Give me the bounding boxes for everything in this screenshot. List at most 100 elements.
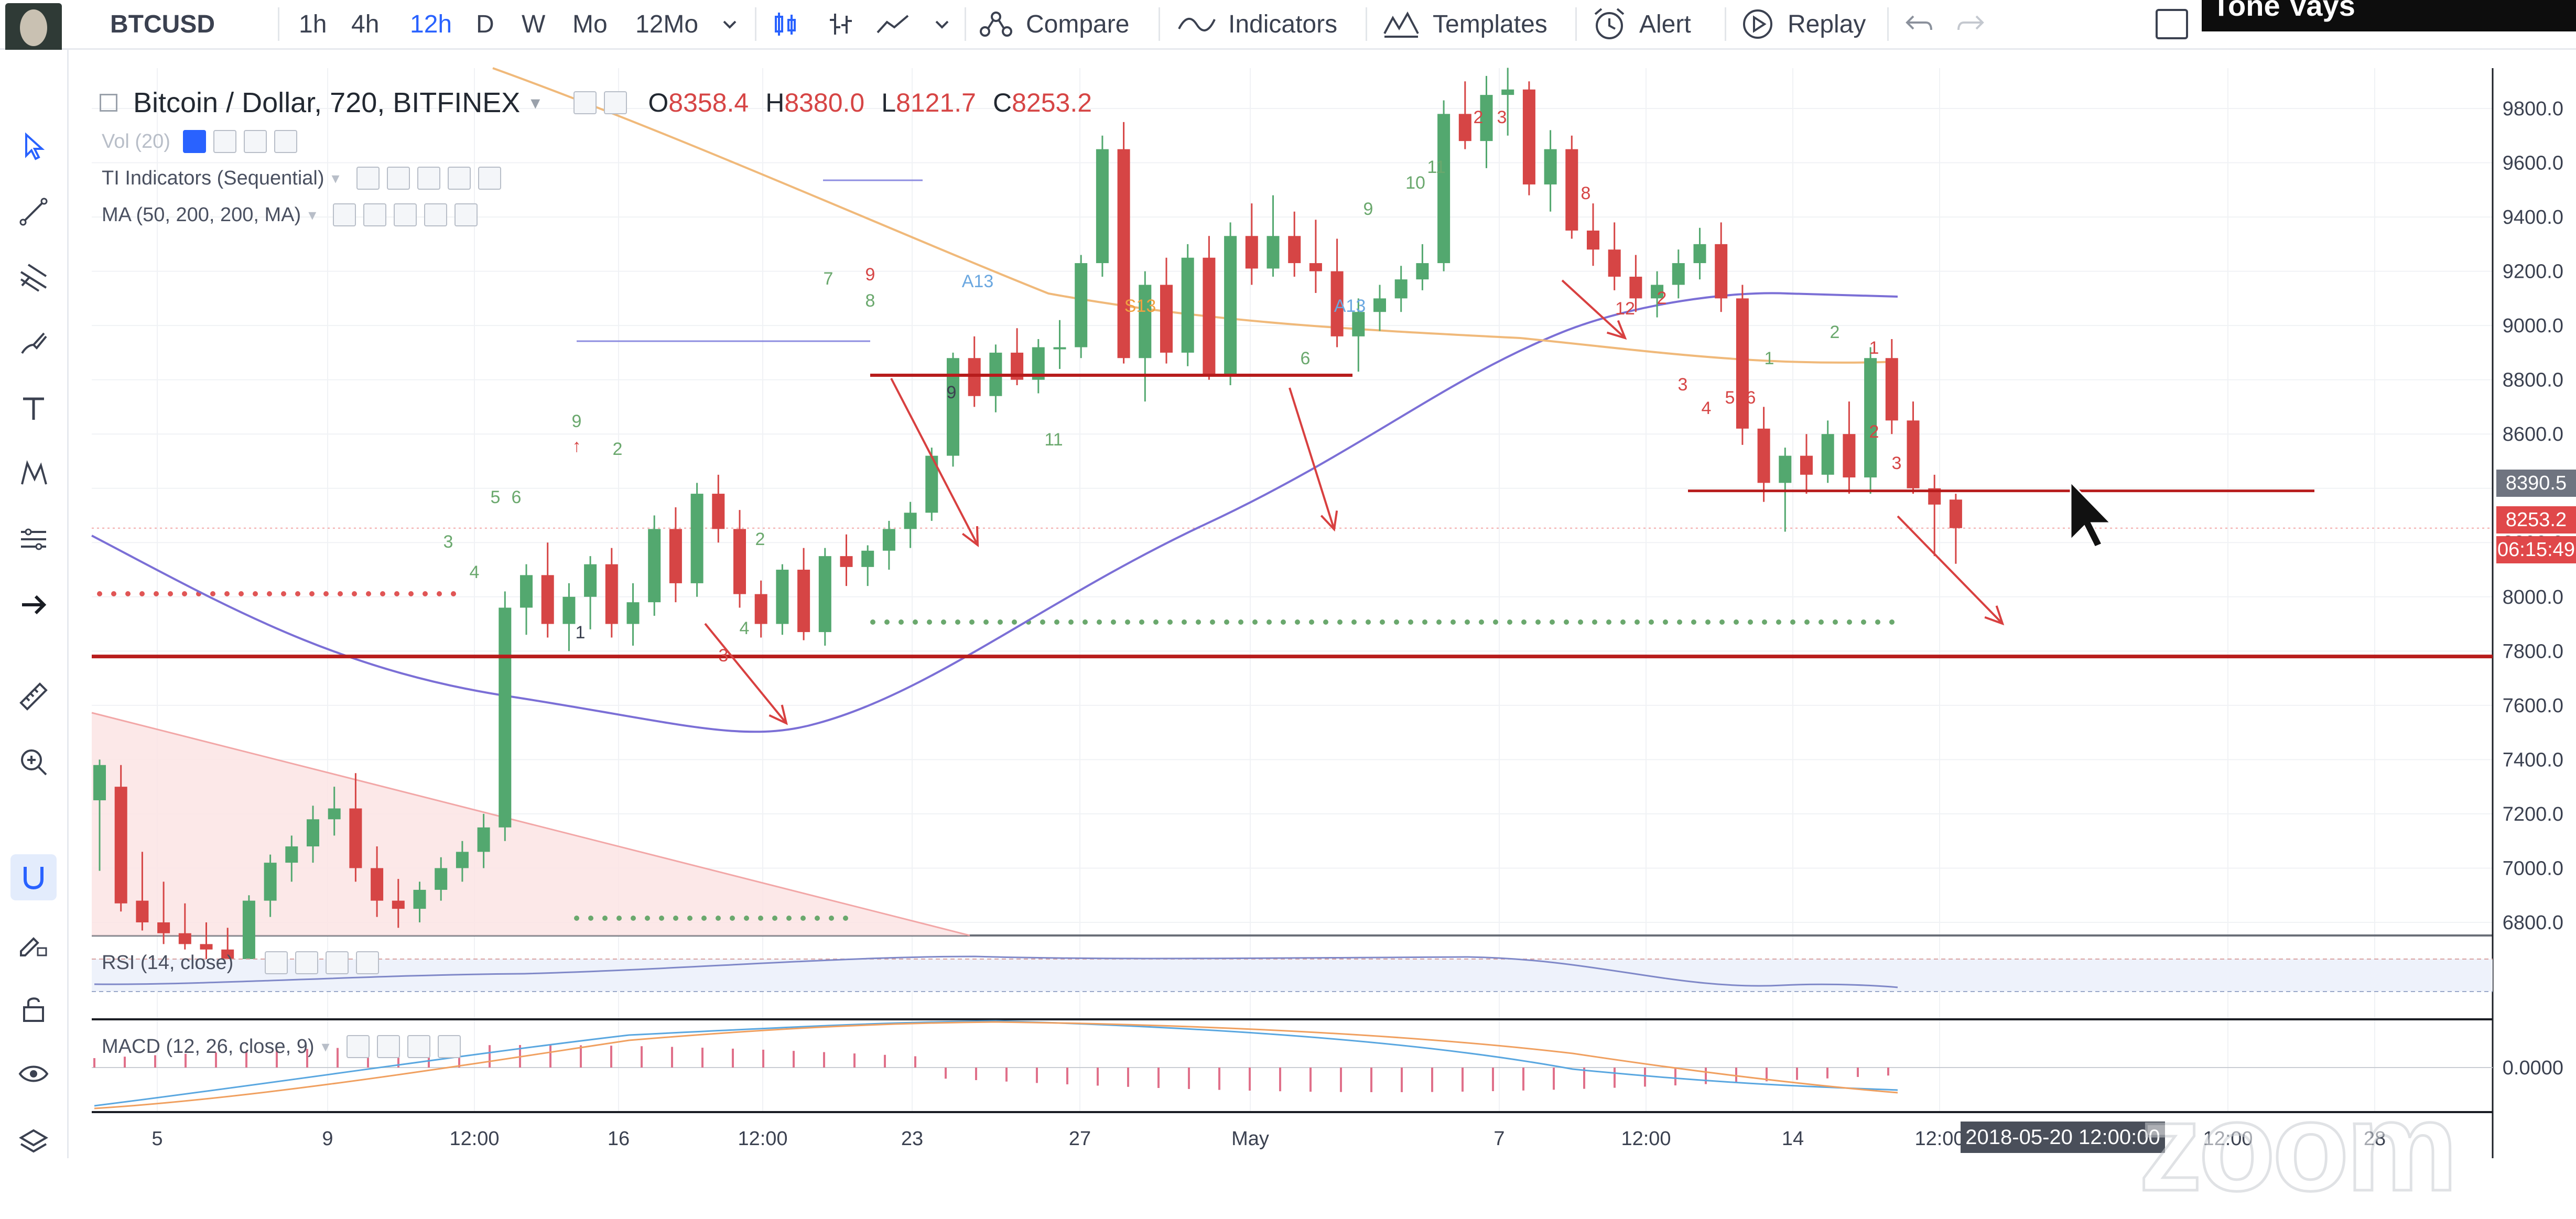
- text-tool[interactable]: [10, 385, 57, 431]
- tdst-dot: [1422, 619, 1427, 625]
- interval-mo[interactable]: Mo: [572, 10, 608, 38]
- interval-w[interactable]: W: [522, 10, 546, 38]
- low-label: L: [881, 88, 896, 117]
- pitchfork-tool[interactable]: [10, 254, 57, 300]
- close-icon[interactable]: [437, 1035, 461, 1058]
- source-icon[interactable]: [417, 167, 440, 190]
- interval-d[interactable]: D: [476, 10, 494, 38]
- settings-icon[interactable]: [376, 1035, 400, 1058]
- compare-button[interactable]: Compare: [978, 0, 1129, 48]
- symbol-search[interactable]: BTCUSD: [110, 0, 215, 48]
- hide-drawings-tool[interactable]: [10, 1051, 57, 1097]
- add-icon[interactable]: [243, 130, 267, 153]
- candle: [1544, 130, 1557, 212]
- settings-icon[interactable]: [213, 130, 236, 153]
- prediction-tool[interactable]: [10, 516, 57, 562]
- interval-1h[interactable]: 1h: [299, 10, 327, 38]
- trend-line-tool[interactable]: [10, 189, 57, 235]
- line-style-button[interactable]: [875, 0, 912, 48]
- add-icon[interactable]: [424, 203, 448, 226]
- close-icon[interactable]: [356, 951, 380, 974]
- brush-tool[interactable]: [10, 320, 57, 366]
- interval-12h[interactable]: 12h: [410, 10, 452, 38]
- sequential-count: 2: [1869, 422, 1879, 442]
- tdst-dot: [730, 916, 735, 921]
- bars-style-button[interactable]: [826, 0, 855, 48]
- indicators-label: Indicators: [1228, 10, 1338, 38]
- replay-button[interactable]: Replay: [1739, 0, 1866, 48]
- eye-icon[interactable]: [346, 1035, 370, 1058]
- eye-icon[interactable]: [265, 951, 288, 974]
- candle: [1181, 244, 1194, 366]
- hide-icon[interactable]: [604, 91, 627, 114]
- tdst-dot: [1819, 619, 1824, 625]
- object-tree-tool[interactable]: [10, 1119, 57, 1165]
- settings-icon[interactable]: [363, 203, 387, 226]
- add-icon[interactable]: [407, 1035, 430, 1058]
- collapse-icon[interactable]: [100, 94, 117, 112]
- add-icon[interactable]: [447, 167, 471, 190]
- zoom-in-tool[interactable]: [10, 739, 57, 785]
- series-menu-icon[interactable]: ▾: [531, 92, 540, 113]
- close-icon[interactable]: [478, 167, 501, 190]
- candle-body: [93, 765, 106, 801]
- source-icon[interactable]: [394, 203, 417, 226]
- compare-label: Compare: [1026, 10, 1130, 38]
- tdst-dot: [1040, 619, 1045, 625]
- tdst-dot: [1564, 619, 1569, 625]
- pattern-tool[interactable]: [10, 451, 57, 497]
- interval-dropdown[interactable]: [721, 0, 739, 48]
- candle-body: [968, 358, 981, 396]
- redo-button[interactable]: [1955, 0, 1987, 48]
- cursor-tool[interactable]: [10, 123, 57, 169]
- close-icon[interactable]: [274, 130, 297, 153]
- arrow-head: [769, 704, 788, 725]
- candle-body: [1587, 230, 1599, 250]
- macd-zero-label: 0.0000: [2503, 1057, 2563, 1079]
- chart-style-dropdown[interactable]: [933, 0, 951, 48]
- alert-button[interactable]: Alert: [1591, 0, 1691, 48]
- candle-body: [1245, 236, 1258, 269]
- chevron-down-icon[interactable]: ▾: [331, 169, 340, 187]
- ruler-tool[interactable]: [10, 673, 57, 720]
- eye-icon[interactable]: [182, 130, 206, 153]
- tdst-dot: [687, 916, 692, 921]
- candle: [1224, 222, 1237, 386]
- templates-button[interactable]: Templates: [1381, 0, 1547, 48]
- lock-tool[interactable]: [10, 985, 57, 1031]
- unlock-icon: [23, 997, 44, 1022]
- magnet-tool[interactable]: [10, 854, 57, 900]
- fullscreen-checkbox[interactable]: [2156, 0, 2188, 48]
- candles-style-button[interactable]: [771, 0, 800, 48]
- layers-icon: [19, 1129, 48, 1153]
- candle: [1203, 236, 1216, 380]
- eye-icon[interactable]: [333, 203, 356, 226]
- interval-4h[interactable]: 4h: [351, 10, 380, 38]
- ma50-line: [91, 292, 1898, 733]
- sequential-count: 6: [1746, 388, 1756, 408]
- settings-icon[interactable]: [386, 167, 410, 190]
- candle-body: [882, 529, 895, 551]
- arrow-drawing: [890, 378, 979, 546]
- eye-icon[interactable]: [356, 167, 380, 190]
- tdst-dot: [1167, 619, 1173, 625]
- indicators-button[interactable]: Indicators: [1177, 0, 1337, 48]
- add-icon[interactable]: [326, 951, 349, 974]
- settings-icon[interactable]: [573, 91, 597, 114]
- interval-12mo[interactable]: 12Mo: [635, 10, 699, 38]
- lock-drawings-tool[interactable]: [10, 920, 57, 966]
- pitchfork-icon: [20, 264, 47, 292]
- arrow-tool[interactable]: [10, 582, 57, 628]
- settings-icon[interactable]: [295, 951, 319, 974]
- candle-body: [178, 933, 191, 944]
- candle: [1245, 203, 1258, 285]
- close-icon[interactable]: [454, 203, 478, 226]
- undo-button[interactable]: [1903, 0, 1934, 48]
- chevron-down-icon[interactable]: ▾: [308, 206, 317, 224]
- candle-body: [349, 808, 362, 868]
- tdst-dot: [1847, 619, 1852, 625]
- chevron-down-icon[interactable]: ▾: [321, 1038, 330, 1055]
- tdst-dot: [1182, 619, 1187, 625]
- price-tick-label: 8800.0: [2503, 369, 2563, 391]
